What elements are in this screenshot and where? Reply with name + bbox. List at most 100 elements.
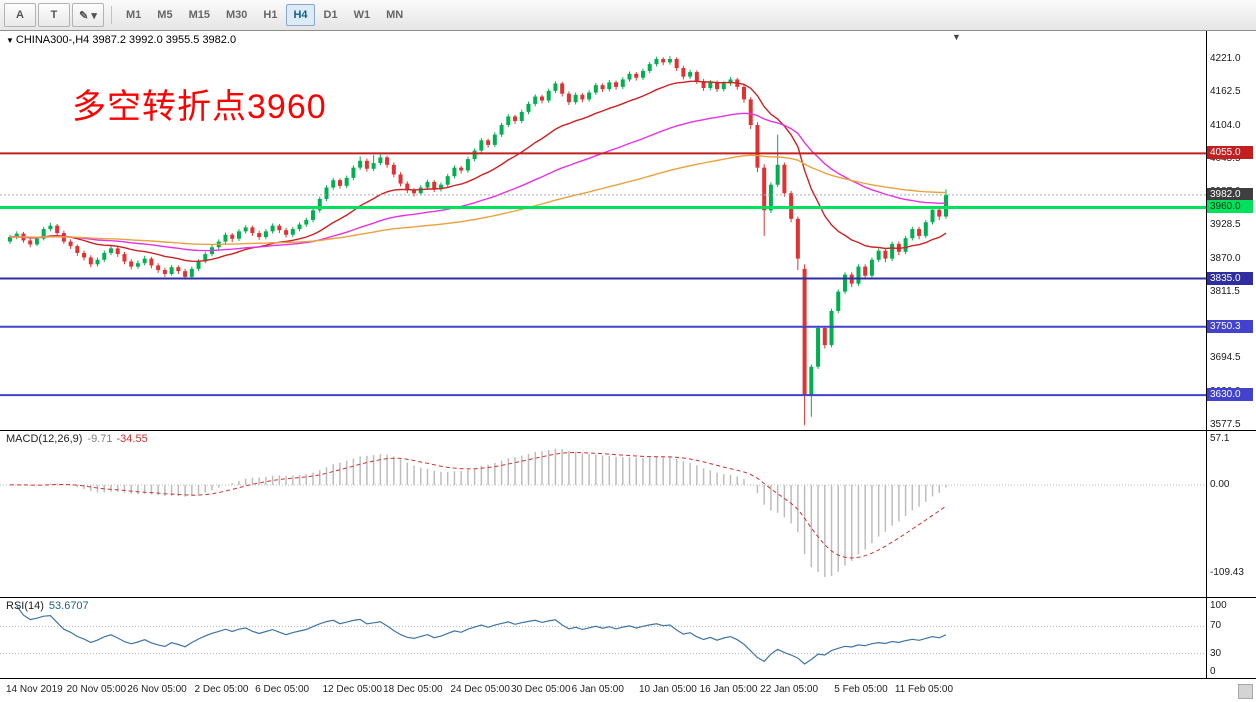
candle (836, 289, 841, 314)
price-axis-label: 3928.5 (1210, 219, 1241, 231)
timeframe-button-h4[interactable]: H4 (286, 4, 315, 26)
candle (230, 233, 235, 243)
toolbar-separator (111, 6, 112, 24)
price-badge-3630.0: 3630.0 (1207, 388, 1253, 402)
time-axis-label: 18 Dec 05:00 (383, 684, 443, 695)
macd-pane: MACD(12,26,9) -9.71 -34.55 57.1 0.00 -109.43 (0, 431, 1256, 598)
symbol-quote-text: CHINA300-,H4 3987.2 3992.0 3955.5 3982.0 (15, 34, 237, 46)
candle (452, 165, 457, 179)
candle (378, 154, 383, 166)
candle (856, 264, 861, 286)
candle (344, 175, 349, 189)
timeframe-button-h1[interactable]: H1 (263, 9, 278, 21)
candle (223, 232, 228, 244)
candle (890, 241, 895, 261)
candle (917, 226, 922, 240)
candle (627, 71, 632, 82)
timeframe-button-m5[interactable]: M5 (157, 9, 173, 21)
candle (122, 251, 127, 265)
candle (546, 88, 551, 103)
candle (358, 156, 363, 170)
timeframe-button-m30[interactable]: M30 (225, 9, 248, 21)
price-axis[interactable]: 4221.04162.54104.04045.53987.03928.53870… (1206, 31, 1256, 430)
candle (371, 155, 376, 172)
tool-a-button[interactable]: A (4, 3, 36, 27)
timeframe-button-m15[interactable]: M15 (188, 9, 210, 21)
rsi-axis[interactable]: 100 70 30 0 (1206, 598, 1256, 678)
candle (304, 217, 309, 227)
resize-grip[interactable] (1238, 684, 1253, 699)
candle (162, 267, 167, 277)
candle (728, 77, 733, 86)
candle (364, 158, 369, 172)
timeframe-button-m1[interactable]: M1 (126, 9, 142, 21)
candle (741, 84, 746, 103)
candle (149, 256, 154, 269)
macd-chart-svg[interactable] (0, 431, 1206, 597)
candle (236, 229, 241, 242)
drawing-tools-button[interactable]: ✎ ▾ (72, 3, 104, 27)
price-badge-3960.0: 3960.0 (1207, 200, 1253, 214)
candle (250, 225, 255, 236)
candle (398, 172, 403, 187)
candle (176, 265, 181, 274)
candle (876, 248, 881, 263)
time-axis-label: 6 Dec 05:00 (255, 684, 310, 695)
candle (620, 77, 625, 90)
candle (701, 78, 706, 91)
time-axis-label: 22 Jan 05:00 (760, 684, 818, 695)
macd-chart-area[interactable]: MACD(12,26,9) -9.71 -34.55 (0, 431, 1206, 597)
candle (587, 90, 592, 102)
rsi-chart-svg[interactable] (0, 598, 1206, 678)
candle (560, 81, 565, 97)
candle (580, 93, 585, 103)
time-axis-label: 10 Jan 05:00 (638, 684, 697, 695)
time-axis-label: 12 Dec 05:00 (322, 684, 382, 695)
candle (842, 272, 847, 294)
candle (324, 185, 329, 202)
tool-t-button[interactable]: T (38, 3, 70, 27)
macd-name: MACD(12,26,9) (6, 433, 83, 445)
candle (405, 181, 410, 194)
candle (391, 162, 396, 178)
candle (189, 266, 194, 279)
price-badge-3835.0: 3835.0 (1207, 271, 1253, 285)
candle (499, 122, 504, 137)
price-chart-svg[interactable] (0, 31, 1206, 430)
price-chart-area[interactable]: ▼ CHINA300-,H4 3987.2 3992.0 3955.5 3982.… (0, 31, 1206, 430)
macd-axis-label: 0.00 (1210, 478, 1230, 490)
time-axis-label: 5 Feb 05:00 (834, 684, 888, 695)
candle (68, 239, 73, 249)
time-axis-label: 20 Nov 05:00 (66, 684, 127, 695)
timeframe-button-d1[interactable]: D1 (323, 9, 338, 21)
rsi-axis-label: 30 (1210, 647, 1222, 659)
time-axis-label: 30 Dec 05:00 (511, 684, 571, 695)
candle (795, 216, 800, 271)
symbol-collapse-icon[interactable]: ▼ (6, 36, 14, 45)
scroll-anchor-icon[interactable]: ▼ (952, 32, 961, 42)
rsi-chart-area[interactable]: RSI(14) 53.6707 (0, 598, 1206, 678)
candle (755, 122, 760, 173)
candle (169, 264, 174, 276)
rsi-line (16, 605, 947, 665)
candle (277, 223, 282, 234)
macd-axis[interactable]: 57.1 0.00 -109.43 (1206, 431, 1256, 597)
candle (135, 260, 140, 269)
candle (681, 65, 686, 80)
rsi-pane: RSI(14) 53.6707 100 70 30 0 (0, 598, 1256, 679)
candle (775, 134, 780, 187)
timeframe-button-mn[interactable]: MN (386, 9, 404, 21)
timeframe-button-w1[interactable]: W1 (353, 9, 371, 21)
candle (109, 245, 114, 256)
candle (566, 91, 571, 106)
candle (82, 250, 87, 261)
macd-histogram (15, 448, 947, 577)
candle (923, 219, 928, 239)
time-axis[interactable]: 14 Nov 2019 20 Nov 05:00 26 Nov 05:00 2 Dec… (0, 679, 1256, 702)
candle (290, 226, 295, 238)
rsi-value: 53.6707 (48, 600, 89, 612)
candle (849, 272, 854, 288)
candle (432, 180, 437, 193)
macd-axis-label: 57.1 (1210, 433, 1230, 444)
candle (337, 178, 342, 189)
